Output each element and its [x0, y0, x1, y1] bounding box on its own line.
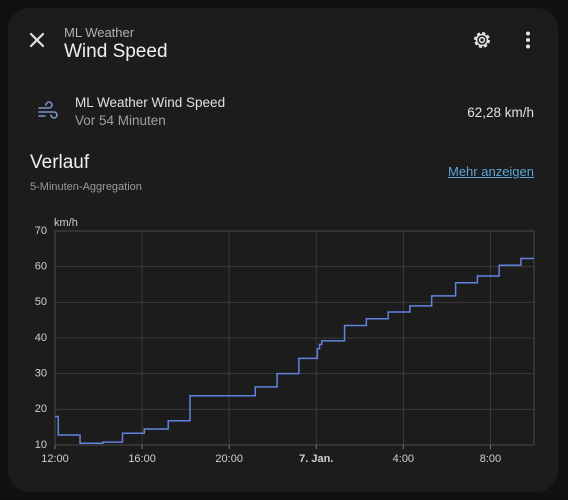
- y-tick-label: 50: [35, 296, 47, 308]
- y-tick-label: 30: [35, 368, 47, 380]
- y-tick-label: 10: [35, 439, 47, 451]
- data-line: [55, 257, 534, 444]
- history-subtitle: 5-Minuten-Aggregation: [30, 181, 142, 193]
- show-more-link[interactable]: Mehr anzeigen: [448, 164, 534, 179]
- entity-time: Vor 54 Minuten: [75, 113, 166, 128]
- chart: km/h 10 20 30 40 50 60 70 12:00 16:00 20:00 7. Jan…: [35, 217, 535, 465]
- x-tick-label: 7. Jan.: [299, 453, 333, 465]
- y-tick-label: 70: [35, 225, 47, 237]
- close-button[interactable]: [27, 30, 47, 50]
- x-tick-label: 4:00: [393, 453, 414, 465]
- x-tick-label: 8:00: [480, 453, 501, 465]
- x-tick-label: 20:00: [215, 453, 243, 465]
- plot-border: [54, 230, 535, 446]
- dialog: ML Weather Wind Speed ML Weather Wind Sp…: [8, 8, 558, 492]
- dialog-kicker: ML Weather: [64, 25, 135, 40]
- y-tick-label: 20: [35, 403, 47, 415]
- wind-icon: [38, 101, 58, 119]
- y-tick-label: 60: [35, 261, 47, 273]
- x-tick-label: 16:00: [128, 453, 156, 465]
- settings-button[interactable]: [470, 28, 494, 52]
- y-tick-label: 40: [35, 332, 47, 344]
- entity-value: 62,28 km/h: [467, 105, 534, 120]
- history-title: Verlauf: [30, 152, 90, 173]
- more-button[interactable]: [516, 28, 540, 52]
- x-tick-label: 12:00: [41, 453, 69, 465]
- entity-name: ML Weather Wind Speed: [75, 95, 226, 110]
- y-axis-label: km/h: [54, 217, 78, 229]
- dialog-title: Wind Speed: [64, 41, 168, 62]
